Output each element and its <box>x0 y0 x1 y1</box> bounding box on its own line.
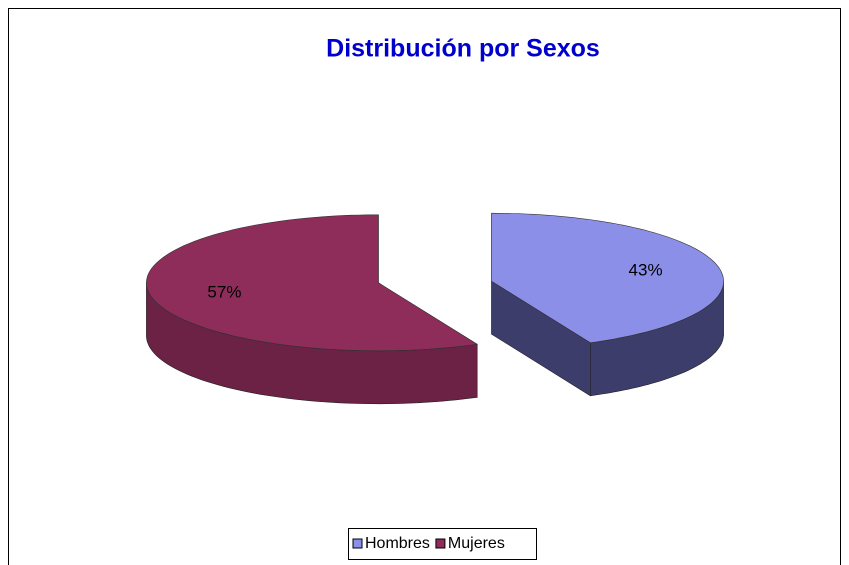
legend-swatch <box>435 538 446 549</box>
legend-label: Mujeres <box>448 535 505 552</box>
data-label: 43% <box>629 261 663 280</box>
data-label: 57% <box>207 282 241 301</box>
slice <box>146 214 479 352</box>
chart-title: Distribución por Sexos <box>326 35 600 63</box>
slice <box>491 212 724 344</box>
legend-swatch <box>352 538 363 549</box>
legend-label: Hombres <box>365 535 430 552</box>
